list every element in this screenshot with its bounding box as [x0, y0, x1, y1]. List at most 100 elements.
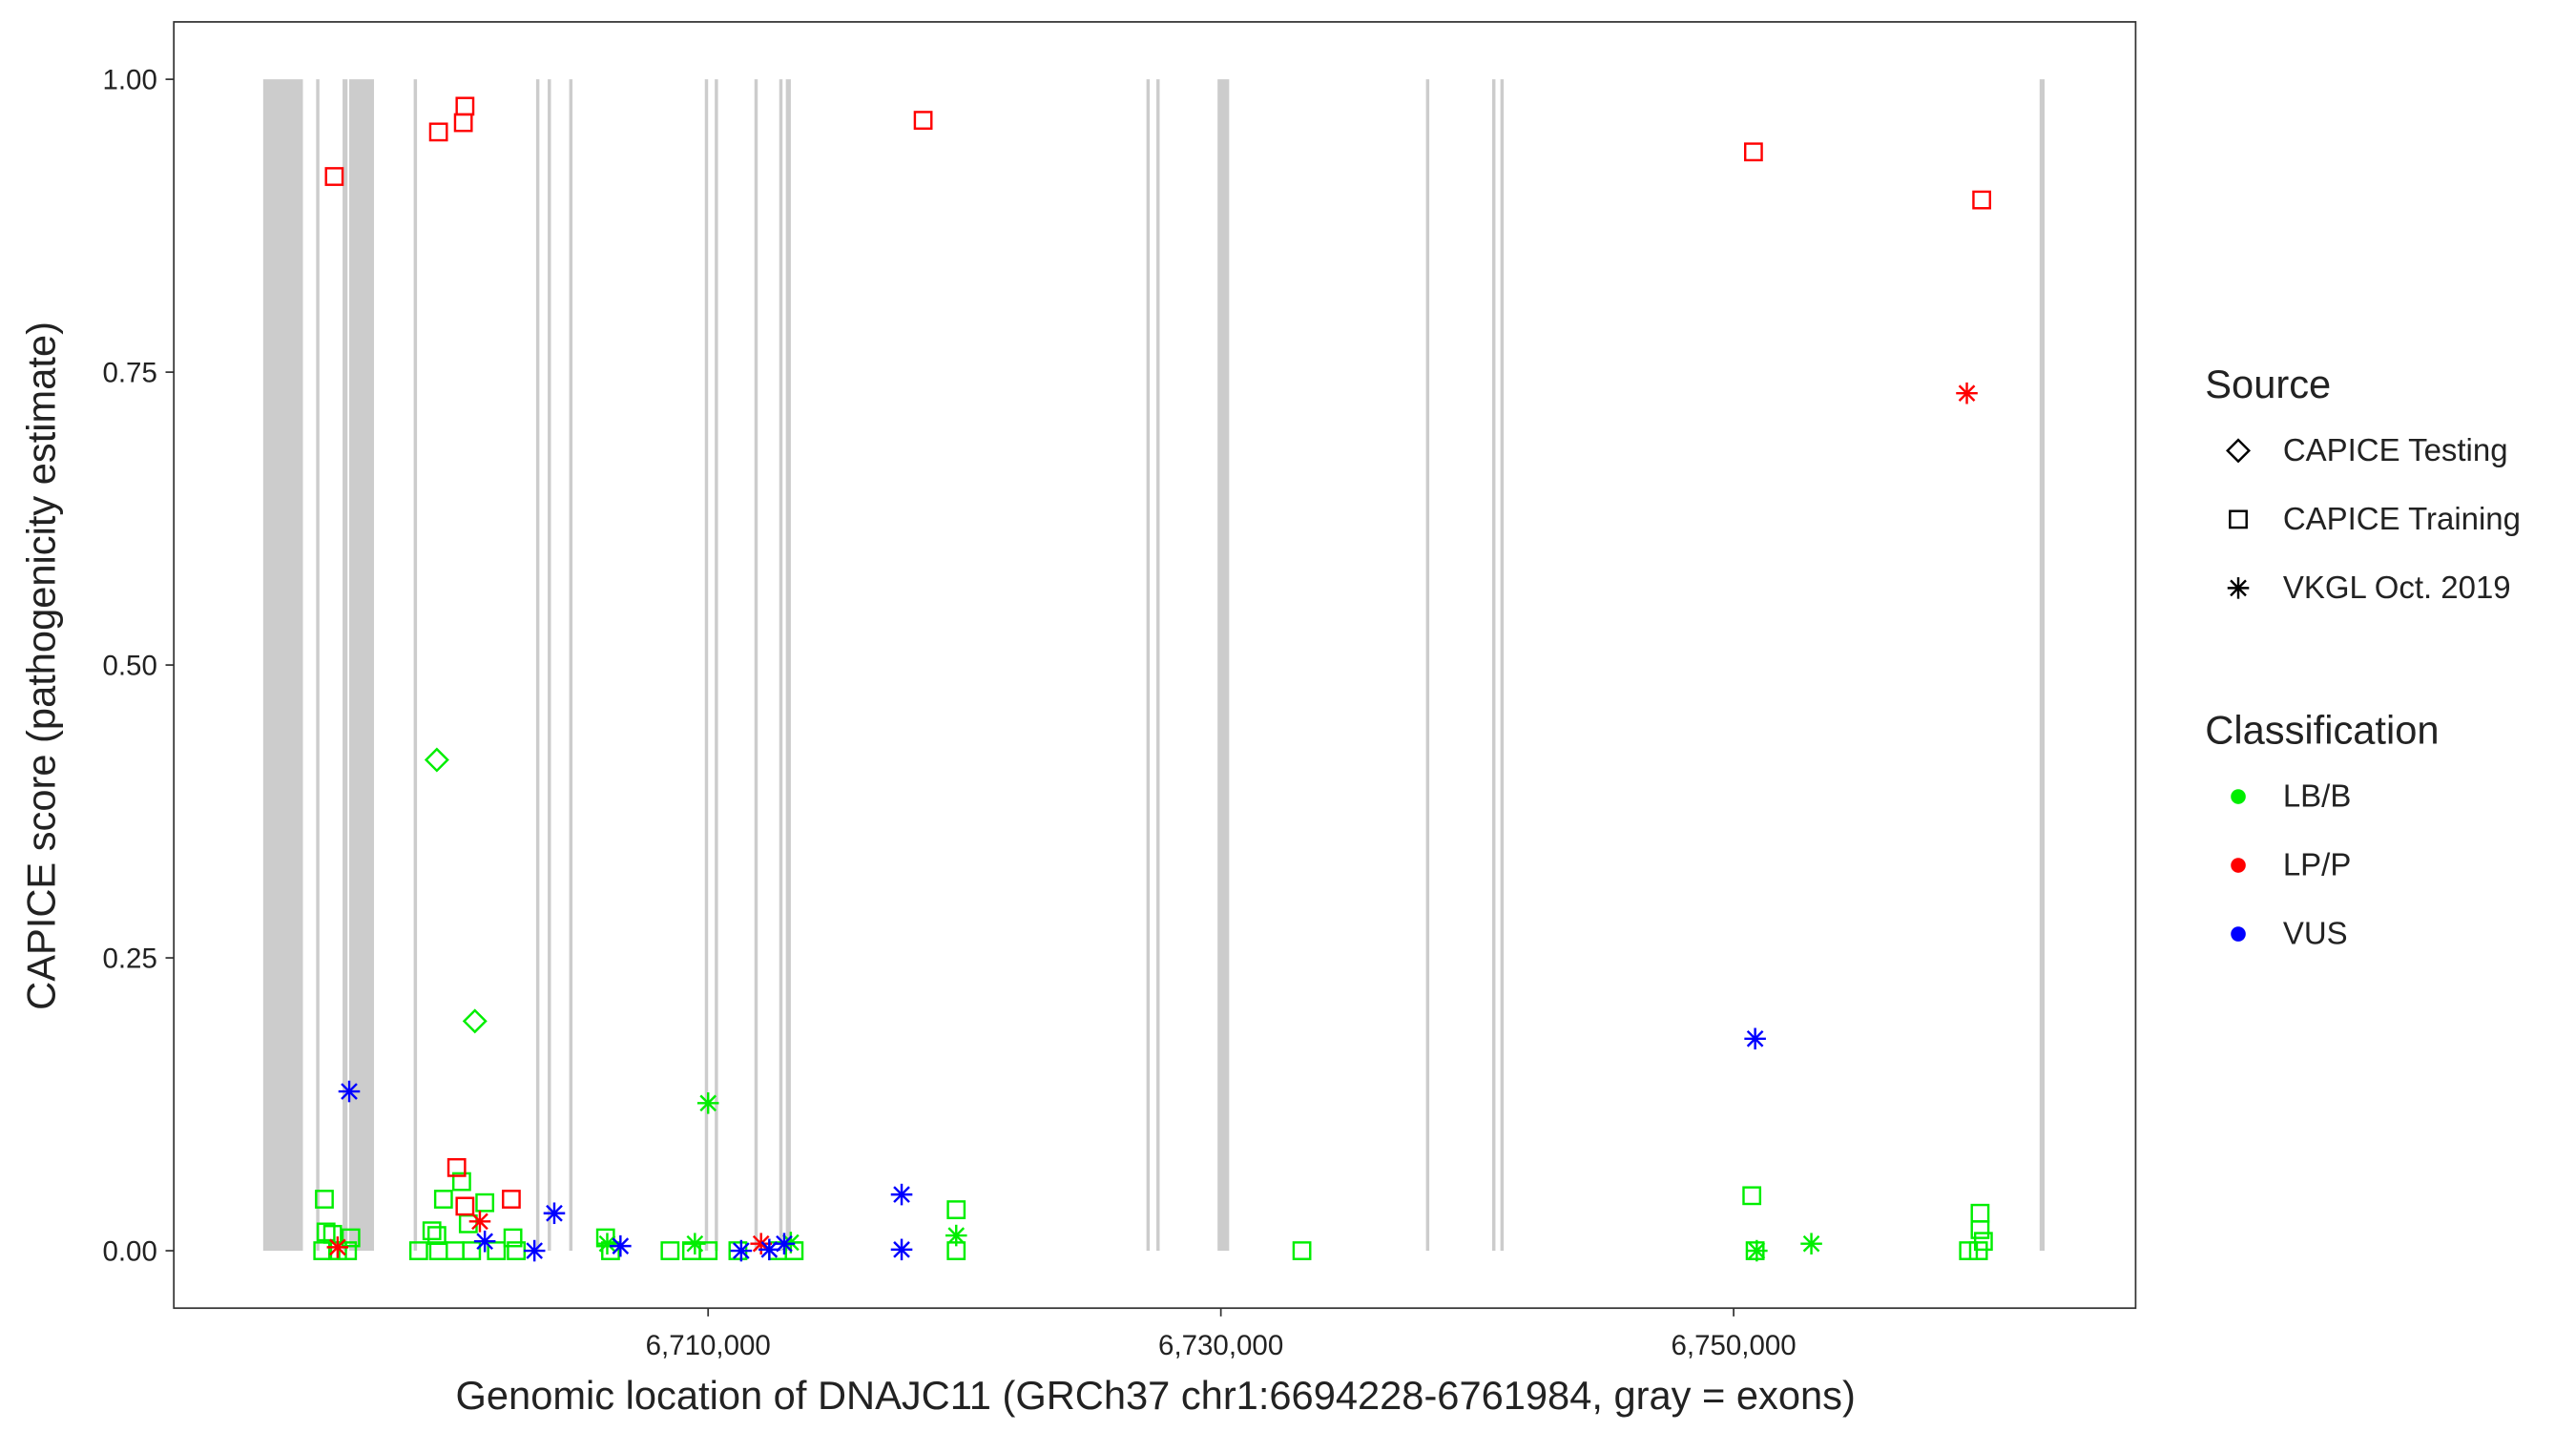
asterisk-stroke [782, 1234, 800, 1252]
point [946, 1200, 966, 1219]
legend-key [2226, 438, 2252, 464]
x-tick-label: 6,750,000 [1671, 1330, 1796, 1361]
point [422, 1221, 442, 1241]
point [601, 1241, 620, 1260]
y-tick-label: 0.50 [102, 650, 156, 681]
exon-band [715, 79, 718, 1252]
point [1743, 142, 1763, 162]
asterisk-stroke [612, 1237, 630, 1255]
asterisk-stroke [341, 1083, 358, 1100]
exon-band [316, 79, 320, 1252]
point [684, 1233, 706, 1255]
point [502, 1190, 521, 1209]
exon-band [1500, 79, 1505, 1252]
point [698, 1241, 718, 1260]
asterisk-stroke [893, 1186, 910, 1203]
point [315, 1190, 334, 1209]
point [313, 1241, 333, 1260]
asterisk-stroke [776, 1234, 793, 1253]
asterisk-stroke [1746, 1029, 1764, 1047]
point [462, 1008, 488, 1034]
point [326, 1236, 349, 1258]
point [324, 167, 344, 186]
point [1956, 382, 1978, 404]
point [1292, 1241, 1312, 1260]
point [1746, 1239, 1768, 1262]
point [1742, 1186, 1762, 1206]
exon-band [779, 79, 783, 1252]
asterisk-stroke [526, 1242, 544, 1259]
point [750, 1233, 772, 1255]
point [1968, 1241, 1988, 1260]
point [913, 111, 933, 130]
point [338, 1080, 361, 1103]
legend-title: Source [2205, 362, 2331, 406]
asterisk-stroke [546, 1204, 563, 1222]
point [1972, 190, 1992, 210]
asterisk-stroke [476, 1233, 493, 1251]
point [696, 1092, 719, 1114]
point [610, 1234, 632, 1257]
point [426, 1226, 447, 1245]
point [730, 1239, 753, 1262]
legend-key [2231, 789, 2246, 804]
point [773, 1233, 796, 1255]
asterisk-stroke [893, 1240, 910, 1258]
exon-band [1217, 79, 1230, 1252]
point [596, 1233, 618, 1255]
exon-band [1146, 79, 1151, 1252]
point [890, 1183, 913, 1206]
point [1970, 1220, 1990, 1239]
exon-band [2039, 79, 2046, 1252]
exon-band [1491, 79, 1496, 1252]
point [433, 1190, 453, 1209]
exon-band [343, 79, 348, 1252]
point [338, 1241, 358, 1260]
exon-band [535, 79, 540, 1252]
point [475, 1192, 495, 1213]
y-tick-label: 0.75 [102, 358, 156, 389]
asterisk-stroke [2230, 579, 2247, 597]
point [890, 1238, 913, 1261]
asterisk-stroke [733, 1242, 750, 1259]
point [473, 1230, 496, 1253]
asterisk-stroke [1802, 1234, 1820, 1253]
plot-panel [173, 21, 2137, 1310]
legend-label: CAPICE Testing [2283, 432, 2508, 467]
asterisk-stroke [1958, 384, 1976, 403]
point [455, 1196, 475, 1216]
asterisk-stroke [686, 1234, 704, 1253]
point [503, 1228, 523, 1248]
legend-label: VUS [2283, 915, 2348, 950]
x-axis-title: Genomic location of DNAJC11 (GRCh37 chr1… [456, 1373, 1856, 1418]
exon-band [1156, 79, 1160, 1252]
point [523, 1239, 546, 1262]
y-tick-label: 0.25 [102, 943, 156, 974]
legend-label: CAPICE Training [2283, 501, 2521, 536]
legend-key [2231, 858, 2246, 873]
y-tick-label: 1.00 [102, 65, 156, 96]
exon-band [785, 79, 791, 1252]
point [468, 1211, 491, 1233]
point [316, 1222, 336, 1242]
exons [262, 79, 2046, 1252]
point [408, 1241, 428, 1260]
point [1959, 1241, 1979, 1260]
legend-label: LP/P [2283, 846, 2351, 881]
legend-key [2229, 509, 2248, 529]
exon-band [1425, 79, 1430, 1252]
asterisk-stroke [329, 1238, 346, 1256]
x-tick-label: 6,710,000 [646, 1330, 771, 1361]
point [1744, 1027, 1766, 1050]
legend-title: Classification [2205, 707, 2439, 752]
asterisk-stroke [752, 1234, 770, 1253]
exon-band [262, 79, 303, 1252]
asterisk-stroke [947, 1227, 966, 1244]
point [487, 1241, 507, 1260]
asterisk-stroke [1748, 1242, 1766, 1259]
asterisk-stroke [471, 1213, 488, 1231]
y-tick-label: 0.00 [102, 1235, 156, 1267]
point [462, 1241, 482, 1260]
